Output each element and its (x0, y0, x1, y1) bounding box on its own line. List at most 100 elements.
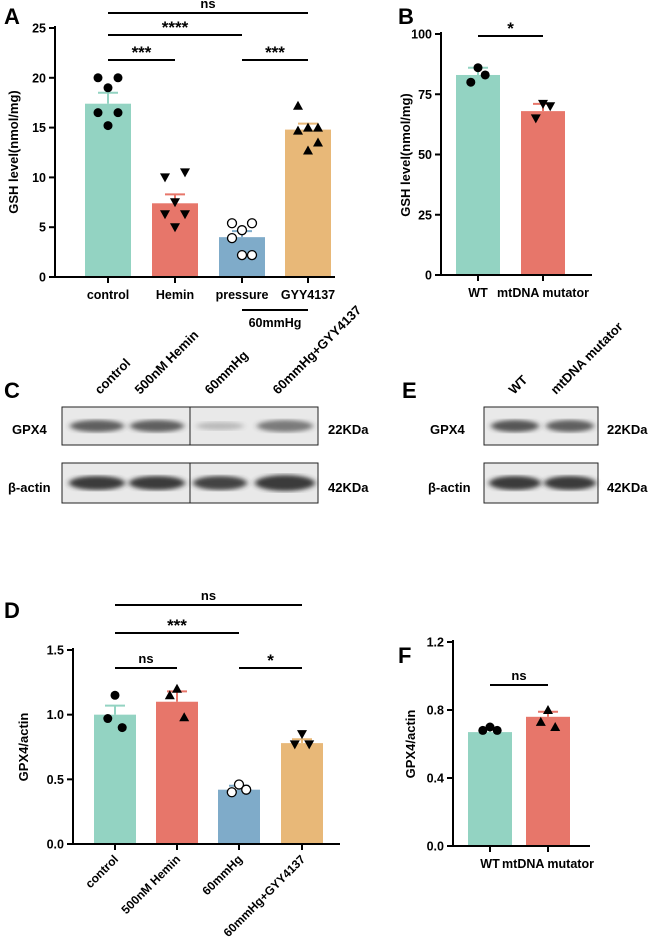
actin-blot-e (483, 462, 599, 504)
y-tick-label: 25 (418, 208, 432, 222)
protein-band (255, 475, 315, 491)
protein-band (489, 476, 541, 490)
data-point (180, 168, 190, 178)
y-tick-label: 0.0 (47, 838, 64, 852)
y-axis-label: GPX4/actin (403, 710, 418, 779)
data-point (170, 223, 180, 233)
lane-label: control (92, 355, 134, 397)
data-point (226, 233, 238, 244)
y-tick-label: 25 (32, 22, 46, 36)
panel-label-f: F (398, 643, 411, 668)
y-tick-label: 0 (425, 269, 432, 283)
data-point (485, 722, 495, 732)
data-point (313, 137, 323, 147)
data-point (103, 714, 113, 724)
data-point (170, 198, 180, 208)
y-tick-label: 1.0 (47, 708, 64, 722)
bar (526, 716, 570, 846)
bar (456, 74, 500, 275)
data-point (160, 173, 170, 183)
data-point (538, 99, 548, 109)
x-tick-label: 500nM Hemin (119, 852, 184, 917)
lane-label: mtDNA mutator (548, 319, 626, 397)
data-point (226, 787, 237, 798)
data-point (117, 723, 127, 733)
data-point (160, 210, 170, 220)
data-point (103, 121, 113, 131)
row-label: GPX4 (12, 422, 47, 437)
data-point (236, 225, 248, 236)
protein-band (544, 476, 596, 490)
actin-blot-c (61, 462, 319, 504)
y-tick-label: 5 (39, 221, 46, 235)
size-label: 22KDa (607, 422, 648, 437)
y-tick-label: 100 (411, 28, 432, 42)
significance-label: *** (132, 43, 152, 62)
y-tick-label: 0.8 (427, 704, 444, 718)
data-point (466, 77, 476, 87)
bar (94, 714, 136, 844)
x-tick-label: mtDNA mutator (497, 286, 589, 300)
data-point (297, 730, 307, 740)
lane-label: 60mmHg (202, 348, 251, 397)
protein-band (546, 420, 594, 432)
bar (152, 203, 198, 277)
y-tick-label: 15 (32, 121, 46, 135)
x-tick-label: pressure (216, 288, 269, 302)
y-tick-label: 75 (418, 88, 432, 102)
y-axis-label: GSH level(nmol/mg) (6, 90, 21, 214)
data-point (103, 83, 113, 93)
lane-label: 500nM Hemin (132, 327, 202, 397)
bar (521, 111, 565, 276)
bar (218, 789, 260, 844)
significance-label: **** (162, 18, 189, 37)
data-point (480, 70, 490, 80)
data-point (313, 122, 323, 132)
panel-label-b: B (398, 4, 414, 29)
data-point (236, 249, 248, 261)
chart-f: WT mtDNA mutator 0.0 0.4 0.8 1.2 GPX4/actin ns (403, 636, 594, 872)
data-point (550, 722, 561, 731)
bar (281, 743, 323, 844)
data-point (179, 712, 190, 722)
data-point (180, 210, 190, 220)
data-point (226, 218, 238, 229)
data-point (241, 784, 252, 795)
data-point (535, 716, 546, 726)
size-label: 22KDa (328, 422, 369, 437)
x-tick-label: WT (468, 286, 488, 300)
data-point (543, 705, 553, 714)
data-point (473, 63, 483, 73)
x-tick-label: control (87, 288, 129, 302)
size-label: 42KDa (328, 480, 369, 495)
data-point (110, 690, 120, 700)
y-tick-label: 0.4 (427, 772, 444, 786)
significance-label: ns (201, 588, 216, 603)
chart-b: WT mtDNA mutator 0 25 50 75 100 GSH level(nmol/… (398, 19, 592, 300)
y-tick-label: 1.5 (47, 644, 64, 658)
protein-band (129, 476, 185, 490)
data-point (492, 725, 502, 735)
bar (468, 732, 512, 846)
row-label: GPX4 (430, 422, 465, 437)
data-point (303, 122, 313, 132)
x-tick-label: control (82, 852, 121, 891)
lane-label: WT (506, 372, 531, 397)
data-point (113, 108, 123, 118)
x-tick-label: Hemin (156, 288, 194, 302)
panel-label-d: D (4, 598, 20, 623)
gpx4-blot-e (483, 406, 599, 446)
row-label: β-actin (8, 480, 51, 495)
protein-band (491, 420, 539, 432)
gpx4-blot-c (61, 406, 319, 446)
y-tick-label: 10 (32, 171, 46, 185)
panel-label-a: A (4, 4, 20, 29)
data-point (93, 73, 103, 83)
data-point (545, 102, 556, 112)
size-label: 42KDa (607, 480, 648, 495)
protein-band (257, 420, 313, 432)
significance-label: ns (138, 651, 153, 666)
data-point (246, 249, 258, 261)
significance-label: ns (511, 668, 526, 683)
